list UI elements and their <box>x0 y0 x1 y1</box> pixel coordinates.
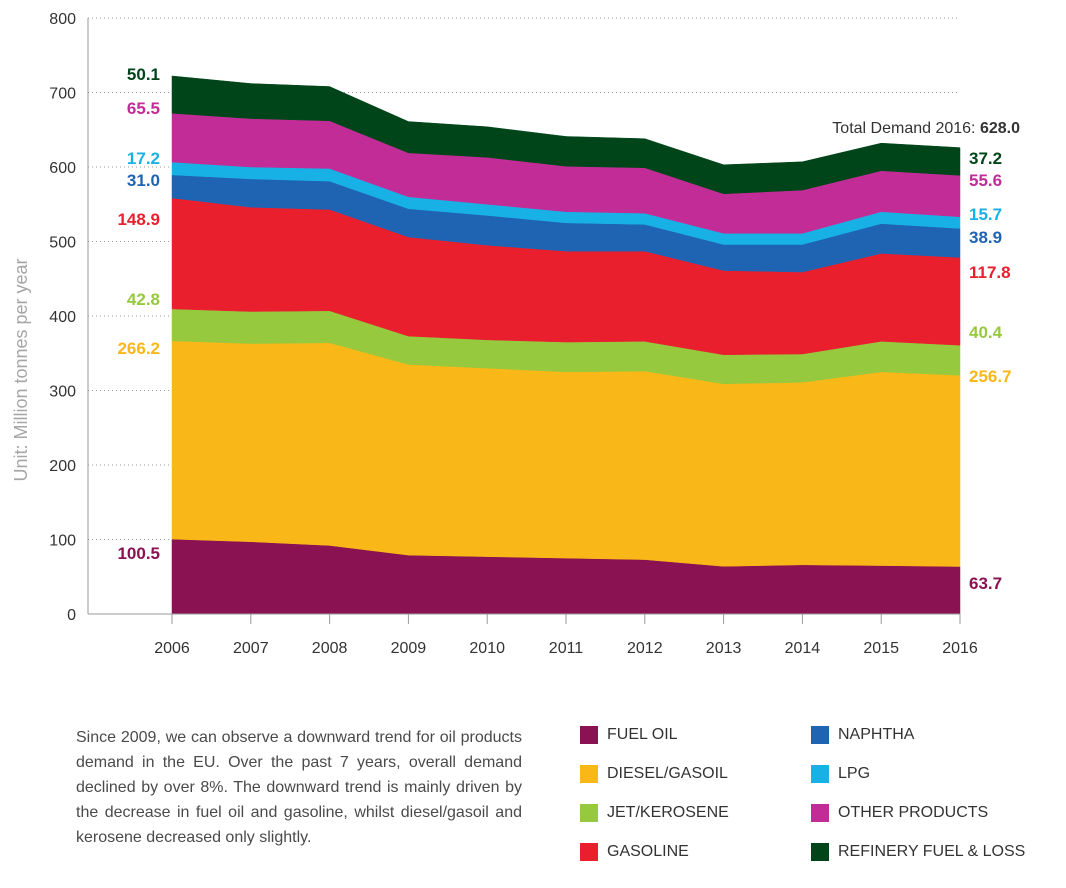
start-label-diesel-gasoil: 266.2 <box>117 339 160 358</box>
legend-label-jet-kerosene: JET/KEROSENE <box>607 804 729 821</box>
legend-swatch-jet-kerosene <box>580 804 598 822</box>
legend-swatch-other-products <box>811 804 829 822</box>
y-tick-label: 300 <box>49 384 76 401</box>
legend-swatch-refinery-fuel-loss <box>811 843 829 861</box>
legend-label-gasoline: GASOLINE <box>607 843 689 860</box>
legend-swatch-lpg <box>811 765 829 783</box>
legend-label-fuel-oil: FUEL OIL <box>607 726 678 743</box>
legend-item-diesel-gasoil: DIESEL/GASOIL <box>580 765 728 783</box>
legend-label-refinery-fuel-loss: REFINERY FUEL & LOSS <box>838 843 1026 860</box>
end-label-naphtha: 38.9 <box>969 228 1002 247</box>
y-tick-label: 400 <box>49 309 76 326</box>
x-tick-label: 2016 <box>942 640 978 657</box>
legend-label-diesel-gasoil: DIESEL/GASOIL <box>607 765 728 782</box>
total-demand-prefix: Total Demand 2016: <box>832 120 980 137</box>
legend-item-naphtha: NAPHTHA <box>811 726 914 744</box>
y-tick-label: 700 <box>49 86 76 103</box>
area-refinery-fuel-loss <box>171 75 961 195</box>
start-label-lpg: 17.2 <box>127 149 160 168</box>
end-label-jet-kerosene: 40.4 <box>969 323 1003 342</box>
end-label-diesel-gasoil: 256.7 <box>969 367 1012 386</box>
legend-item-gasoline: GASOLINE <box>580 843 689 861</box>
legend-item-jet-kerosene: JET/KEROSENE <box>580 804 729 822</box>
start-label-refinery-fuel-loss: 50.1 <box>127 65 160 84</box>
x-tick-label: 2011 <box>549 640 584 657</box>
legend-swatch-naphtha <box>811 726 829 744</box>
y-tick-label: 100 <box>49 533 76 550</box>
area-series <box>171 75 961 615</box>
end-label-lpg: 15.7 <box>969 205 1002 224</box>
x-tick-label: 2015 <box>863 640 899 657</box>
legend-swatch-gasoline <box>580 843 598 861</box>
stacked-area-chart: 0 100 200 300 400 500 600 700 800 2006 2007 2008 200… <box>11 11 1020 657</box>
end-label-fuel-oil: 63.7 <box>969 574 1002 593</box>
end-label-other-products: 55.6 <box>969 171 1002 190</box>
y-tick-label: 200 <box>49 458 76 475</box>
start-label-gasoline: 148.9 <box>117 210 160 229</box>
x-tick-label: 2009 <box>391 640 427 657</box>
x-tick-label: 2010 <box>469 640 505 657</box>
x-tick-label: 2014 <box>785 640 821 657</box>
end-label-refinery-fuel-loss: 37.2 <box>969 149 1002 168</box>
total-demand-annotation: Total Demand 2016: 628.0 <box>832 120 1020 137</box>
legend: FUEL OIL DIESEL/GASOIL JET/KEROSENE GASO… <box>580 724 1060 874</box>
legend-item-fuel-oil: FUEL OIL <box>580 726 678 744</box>
start-label-naphtha: 31.0 <box>127 171 160 190</box>
y-tick-label: 500 <box>49 235 76 252</box>
y-axis-label: Unit: Million tonnes per year <box>11 258 31 481</box>
legend-label-lpg: LPG <box>838 765 871 782</box>
start-label-other-products: 65.5 <box>127 99 160 118</box>
legend-label-naphtha: NAPHTHA <box>838 726 915 743</box>
x-tick-label: 2013 <box>706 640 742 657</box>
legend-item-refinery-fuel-loss: REFINERY FUEL & LOSS <box>811 843 1025 861</box>
total-demand-value: 628.0 <box>980 120 1020 137</box>
legend-label-other-products: OTHER PRODUCTS <box>838 804 989 821</box>
legend-item-lpg: LPG <box>811 765 870 783</box>
x-tick-label: 2007 <box>233 640 269 657</box>
y-tick-label: 0 <box>67 607 76 624</box>
start-label-fuel-oil: 100.5 <box>117 544 160 563</box>
description-text: Since 2009, we can observe a downward tr… <box>76 729 522 846</box>
legend-item-other-products: OTHER PRODUCTS <box>811 804 988 822</box>
x-tick-label: 2006 <box>154 640 190 657</box>
legend-swatch-diesel-gasoil <box>580 765 598 783</box>
data-labels: 100.5 63.7 266.2 256.7 42.8 40.4 148.9 117.8 31.… <box>117 65 1011 593</box>
y-tick-label: 800 <box>49 11 76 28</box>
legend-swatch-fuel-oil <box>580 726 598 744</box>
start-label-jet-kerosene: 42.8 <box>127 290 160 309</box>
axes: 0 100 200 300 400 500 600 700 800 2006 2007 2008 200… <box>49 11 978 657</box>
y-tick-label: 600 <box>49 160 76 177</box>
end-label-gasoline: 117.8 <box>969 263 1011 282</box>
x-tick-label: 2012 <box>627 640 663 657</box>
x-tick-label: 2008 <box>312 640 348 657</box>
